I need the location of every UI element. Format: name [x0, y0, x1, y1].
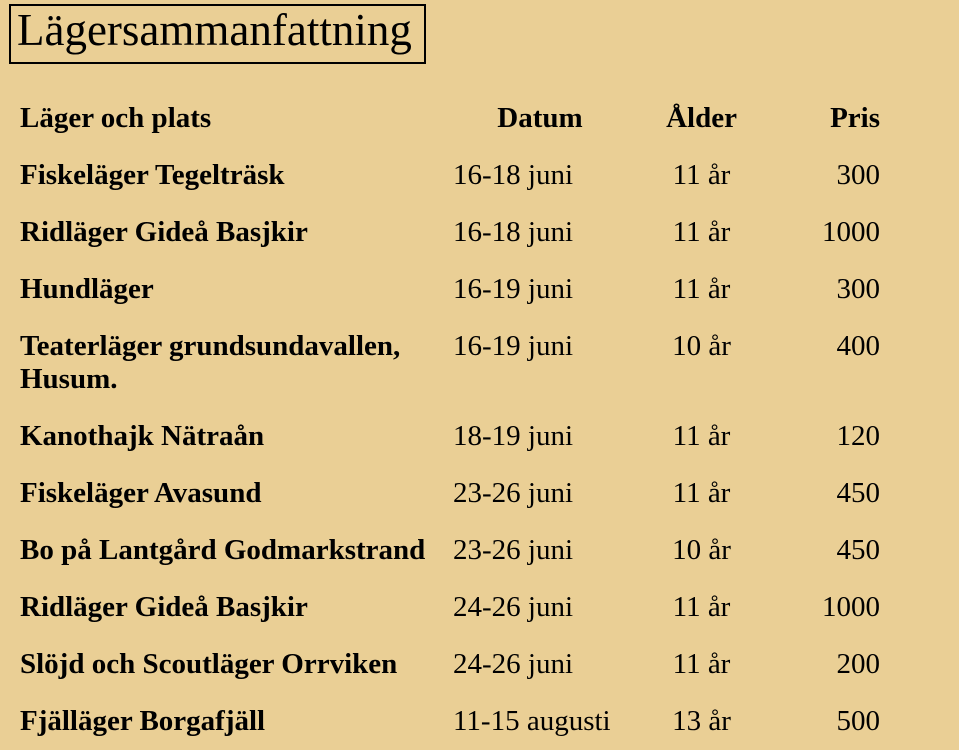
table-header-row: Läger och plats Datum Ålder Pris — [12, 90, 898, 147]
camp-age: 10 år — [640, 318, 765, 408]
camp-price: 300 — [768, 261, 898, 318]
table-row: Fjälläger Borgafjäll 11-15 augusti 13 år… — [12, 693, 898, 750]
table-row: Slöjd och Scoutläger Orrviken 24-26 juni… — [12, 636, 898, 693]
camp-age: 11 år — [640, 147, 765, 204]
camp-date: 16-18 juni — [445, 147, 637, 204]
camp-price: 400 — [768, 318, 898, 408]
camp-price: 500 — [768, 693, 898, 750]
camp-name: Fjälläger Borgafjäll — [12, 693, 442, 750]
camp-name: Ridläger Gideå Basjkir — [12, 579, 442, 636]
camp-age: 11 år — [640, 636, 765, 693]
camp-age: 13 år — [640, 693, 765, 750]
col-header-age: Ålder — [640, 90, 765, 147]
camp-price: 450 — [768, 465, 898, 522]
camp-date: 16-19 juni — [445, 261, 637, 318]
page-title: Lägersammanfattning — [9, 4, 426, 64]
camp-age: 11 år — [640, 465, 765, 522]
camp-name: Teaterläger grundsundavallen, Husum. — [12, 318, 442, 408]
camp-age: 11 år — [640, 579, 765, 636]
camp-name: Fiskeläger Avasund — [12, 465, 442, 522]
table-row: Bo på Lantgård Godmarkstrand 23-26 juni … — [12, 522, 898, 579]
camp-price: 1000 — [768, 204, 898, 261]
table-row: Fiskeläger Tegelträsk 16-18 juni 11 år 3… — [12, 147, 898, 204]
table-row: Hundläger 16-19 juni 11 år 300 — [12, 261, 898, 318]
camp-price: 1000 — [768, 579, 898, 636]
camp-age: 10 år — [640, 522, 765, 579]
camp-age: 11 år — [640, 261, 765, 318]
table-row: Ridläger Gideå Basjkir 16-18 juni 11 år … — [12, 204, 898, 261]
camp-name: Bo på Lantgård Godmarkstrand — [12, 522, 442, 579]
camp-price: 200 — [768, 636, 898, 693]
camp-date: 16-18 juni — [445, 204, 637, 261]
camp-name: Hundläger — [12, 261, 442, 318]
camp-date: 24-26 juni — [445, 579, 637, 636]
table-row: Ridläger Gideå Basjkir 24-26 juni 11 år … — [12, 579, 898, 636]
camp-price: 450 — [768, 522, 898, 579]
camp-date: 16-19 juni — [445, 318, 637, 408]
col-header-date: Datum — [445, 90, 637, 147]
camp-name: Slöjd och Scoutläger Orrviken — [12, 636, 442, 693]
camp-age: 11 år — [640, 408, 765, 465]
col-header-name: Läger och plats — [12, 90, 442, 147]
camp-date: 11-15 augusti — [445, 693, 637, 750]
camp-age: 11 år — [640, 204, 765, 261]
camps-table: Läger och plats Datum Ålder Pris Fiskelä… — [9, 90, 901, 750]
camp-name: Ridläger Gideå Basjkir — [12, 204, 442, 261]
camp-date: 23-26 juni — [445, 522, 637, 579]
camp-name: Fiskeläger Tegelträsk — [12, 147, 442, 204]
camp-date: 24-26 juni — [445, 636, 637, 693]
table-row: Fiskeläger Avasund 23-26 juni 11 år 450 — [12, 465, 898, 522]
camp-price: 300 — [768, 147, 898, 204]
table-row: Teaterläger grundsundavallen, Husum. 16-… — [12, 318, 898, 408]
camp-date: 23-26 juni — [445, 465, 637, 522]
table-row: Kanothajk Nätraån 18-19 juni 11 år 120 — [12, 408, 898, 465]
col-header-price: Pris — [768, 90, 898, 147]
camp-name: Kanothajk Nätraån — [12, 408, 442, 465]
camp-price: 120 — [768, 408, 898, 465]
camp-date: 18-19 juni — [445, 408, 637, 465]
